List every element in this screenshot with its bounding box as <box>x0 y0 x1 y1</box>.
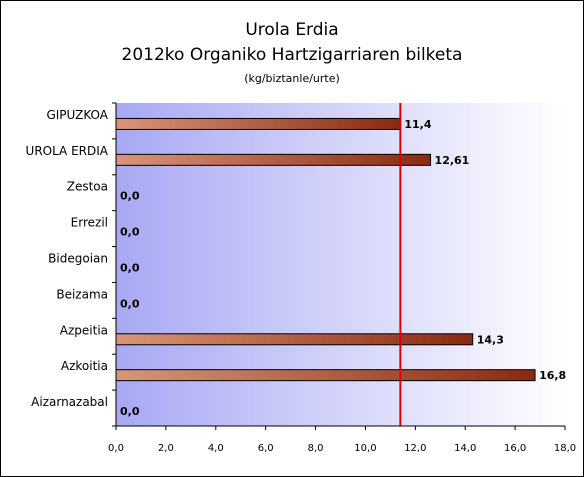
category-label: Errezil <box>71 216 108 230</box>
x-tick-label: 4,0 <box>208 443 224 454</box>
bar <box>115 117 401 130</box>
x-tick-label: 18,0 <box>554 443 576 454</box>
category-label: GIPUZKOA <box>46 108 108 122</box>
chart-title: Urola Erdia <box>245 20 339 40</box>
category-label: Zestoa <box>67 180 108 194</box>
data-label: 14,3 <box>477 333 504 346</box>
category-label: Aizarnazabal <box>31 395 108 409</box>
chart-subtitle: 2012ko Organiko Hartzigarriaren bilketa <box>121 45 463 65</box>
x-tick-label: 14,0 <box>454 443 476 454</box>
data-label: 0,0 <box>120 297 140 310</box>
x-tick-label: 8,0 <box>308 443 324 454</box>
x-tick-label: 2,0 <box>158 443 174 454</box>
bar <box>115 333 474 346</box>
data-label: 0,0 <box>120 226 140 239</box>
x-tick-label: 10,0 <box>354 443 376 454</box>
category-label: Azkoitia <box>61 359 108 373</box>
x-tick-label: 0,0 <box>108 443 124 454</box>
data-label: 0,0 <box>120 190 140 203</box>
bar <box>115 369 536 382</box>
data-label: 11,4 <box>404 118 431 131</box>
bar <box>115 153 432 166</box>
data-label: 0,0 <box>120 405 140 418</box>
category-label: UROLA ERDIA <box>26 144 109 158</box>
category-label: Azpeitia <box>60 323 108 337</box>
data-label: 0,0 <box>120 262 140 275</box>
x-tick-label: 12,0 <box>404 443 426 454</box>
category-label: Bidegoian <box>48 252 108 266</box>
chart-unit-label: (kg/biztanle/urte) <box>244 72 340 85</box>
x-tick-label: 6,0 <box>258 443 274 454</box>
data-label: 16,8 <box>539 369 566 382</box>
x-tick-label: 16,0 <box>504 443 526 454</box>
category-label: Beizama <box>56 287 108 301</box>
data-label: 12,61 <box>435 154 470 167</box>
